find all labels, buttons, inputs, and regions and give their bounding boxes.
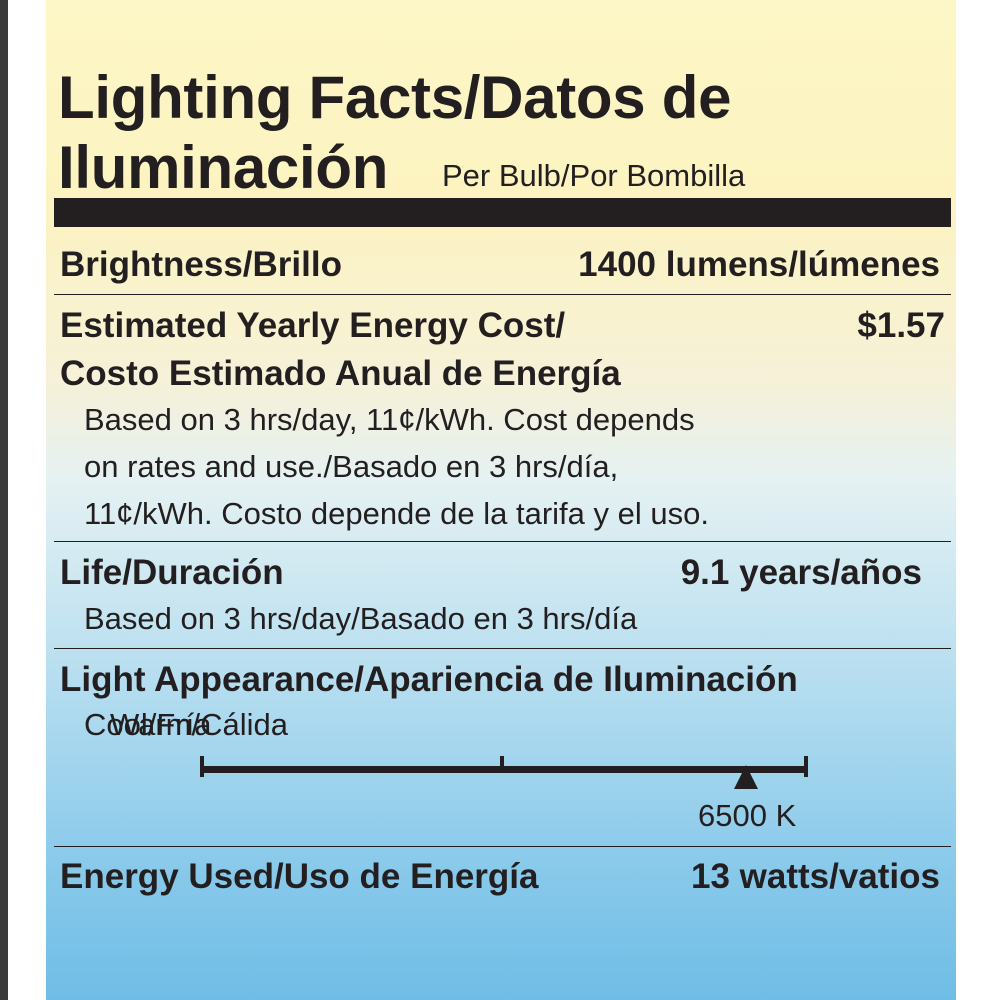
life-note: Based on 3 hrs/day/Basado en 3 hrs/día (84, 601, 638, 636)
life-value: 9.1 years/años (680, 553, 922, 592)
section-divider (54, 294, 951, 295)
scale-mid-tick (500, 756, 504, 768)
section-divider (54, 648, 951, 649)
label-title-line1: Lighting Facts/Datos de (58, 64, 732, 131)
warm-label: Warm/Cálida (110, 707, 288, 742)
life-label: Life/Duración (60, 553, 284, 592)
energy-cost-value: $1.57 (857, 306, 945, 345)
energy-cost-label-line2: Costo Estimado Anual de Energía (60, 354, 621, 393)
energy-cost-label-line1: Estimated Yearly Energy Cost/ (60, 306, 566, 345)
energy-cost-note-line2: on rates and use./Basado en 3 hrs/día, (84, 449, 619, 484)
energy-used-value: 13 watts/vatios (691, 857, 940, 896)
brightness-value: 1400 lumens/lúmenes (578, 245, 940, 284)
label-title-line2: Iluminación (58, 134, 389, 201)
cool-label: Cool/Fría (84, 707, 212, 742)
per-bulb-caption: Per Bulb/Por Bombilla (442, 158, 746, 193)
energy-cost-note-line1: Based on 3 hrs/day, 11¢/kWh. Cost depend… (84, 402, 695, 437)
section-divider (54, 541, 951, 542)
section-divider (54, 846, 951, 847)
appearance-label: Light Appearance/Apariencia de Iluminaci… (60, 660, 798, 699)
brightness-label: Brightness/Brillo (60, 245, 342, 284)
color-temperature-value: 6500 K (698, 798, 797, 833)
scale-end-tick-right (804, 756, 808, 777)
energy-used-label: Energy Used/Uso de Energía (60, 857, 539, 896)
energy-cost-note-line3: 11¢/kWh. Costo depende de la tarifa y el… (84, 496, 709, 531)
header-divider-bar (54, 198, 951, 227)
scale-marker-triangle (733, 765, 758, 789)
lighting-facts-label (46, 0, 956, 1000)
color-temperature-scale (200, 766, 808, 773)
left-edge-shadow (0, 0, 8, 1000)
scale-end-tick-left (200, 756, 204, 777)
